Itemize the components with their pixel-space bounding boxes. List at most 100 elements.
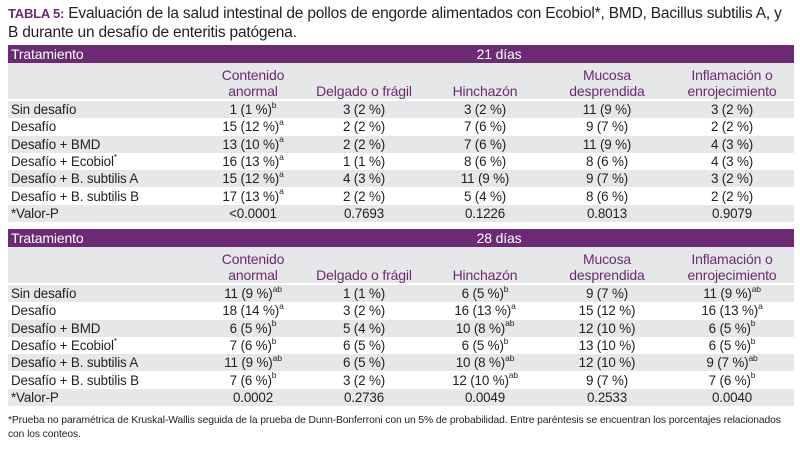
- table-cell: 15 (12 %)a: [204, 170, 302, 188]
- table-cell: 15 (12 %): [544, 302, 670, 320]
- table-cell: 5 (4 %): [302, 319, 426, 337]
- table-cell: 12 (10 %): [544, 354, 670, 372]
- table-row: *Valor-P 0.0002 0.2736 0.0049 0.2533 0.0040: [8, 388, 795, 407]
- caption-text: Evaluación de la salud intestinal de pol…: [8, 5, 782, 41]
- row-label: Desafío: [8, 118, 204, 136]
- table-cell: 10 (8 %)ab: [426, 319, 544, 337]
- table-cell: 6 (5 %)b: [670, 336, 795, 355]
- table-cell: 8 (6 %): [426, 152, 544, 171]
- table-cell: 0.0002: [204, 388, 302, 407]
- table-cell: 16 (13 %)a: [204, 152, 302, 171]
- column-header: Delgado o frágil: [302, 63, 426, 101]
- section-header-row: Tratamiento 21 días: [8, 45, 795, 63]
- table-cell: 4 (3 %): [670, 152, 795, 171]
- table-cell: 13 (10 %): [544, 336, 670, 355]
- table-cell: 6 (5 %): [302, 354, 426, 372]
- table-row: Desafío + B. subtilis B 17 (13 %)a 2 (2 %)…: [8, 187, 795, 205]
- table-cell: 3 (2 %): [670, 170, 795, 188]
- table-cell: 7 (6 %): [426, 135, 544, 153]
- table-cell: 9 (7 %): [544, 118, 670, 136]
- table-row: Desafío + Ecobiol* 7 (6 %)b 6 (5 %) 6 (5 %)…: [8, 336, 795, 355]
- table-cell: 13 (10 %)a: [204, 135, 302, 153]
- table-cell: 0.0040: [670, 388, 795, 407]
- table-cell: 15 (12 %)a: [204, 118, 302, 136]
- row-label: Desafío + B. subtilis A: [8, 170, 204, 188]
- table-cell: 3 (2 %): [302, 371, 426, 389]
- table-cell: 6 (5 %)b: [204, 319, 302, 337]
- table-cell: 3 (2 %): [302, 100, 426, 119]
- column-header: Contenido anormal: [204, 247, 302, 285]
- table-cell: 16 (13 %)a: [426, 302, 544, 320]
- table-cell: 12 (10 %): [544, 319, 670, 337]
- column-header-row: Contenido anormal Delgado o frágil Hinch…: [8, 63, 795, 101]
- row-label: Sin desafío: [8, 284, 204, 303]
- table-cell: 3 (2 %): [670, 100, 795, 119]
- period-label: 21 días: [204, 45, 795, 63]
- table-row: Desafío + BMD 13 (10 %)a 2 (2 %) 7 (6 %) 11 …: [8, 135, 795, 153]
- table-cell: 0.0049: [426, 388, 544, 407]
- table-cell: 4 (3 %): [670, 135, 795, 153]
- table-cell: 1 (1 %): [302, 284, 426, 303]
- section-header-row: Tratamiento 28 días: [8, 229, 795, 247]
- table-cell: 5 (4 %): [426, 187, 544, 205]
- table-cell: 10 (8 %)ab: [426, 354, 544, 372]
- table-cell: 16 (13 %)a: [670, 302, 795, 320]
- table-cell: 9 (7 %): [544, 284, 670, 303]
- table-cell: 3 (2 %): [426, 100, 544, 119]
- column-header: Hinchazón: [426, 63, 544, 101]
- caption-label: TABLA 5:: [8, 6, 65, 21]
- table-cell: 4 (3 %): [302, 170, 426, 188]
- table-21-days: Tratamiento 21 días Contenido anormal De…: [8, 45, 795, 223]
- table-cell: 8 (6 %): [544, 152, 670, 171]
- table-cell: 9 (7 %)ab: [670, 354, 795, 372]
- table-cell: 0.2736: [302, 388, 426, 407]
- table-cell: 2 (2 %): [670, 187, 795, 205]
- table-cell: 18 (14 %)a: [204, 302, 302, 320]
- table-cell: 11 (9 %): [544, 100, 670, 119]
- table-cell: 3 (2 %): [302, 302, 426, 320]
- row-label: Desafío: [8, 302, 204, 320]
- table-cell: 9 (7 %): [544, 170, 670, 188]
- table-cell: 11 (9 %): [426, 170, 544, 188]
- column-header: Inflamación o enrojecimiento: [670, 63, 795, 101]
- row-label: Desafío + B. subtilis B: [8, 371, 204, 389]
- table-cell: 6 (5 %)b: [426, 336, 544, 355]
- table-cell: 7 (6 %)b: [204, 336, 302, 355]
- table-cell: 0.1226: [426, 204, 544, 223]
- column-header: Mucosa desprendida: [544, 247, 670, 285]
- table-cell: 17 (13 %)a: [204, 187, 302, 205]
- treatment-header: Tratamiento: [8, 229, 204, 247]
- table-cell: 0.7693: [302, 204, 426, 223]
- table-cell: 2 (2 %): [670, 118, 795, 136]
- table-cell: 0.2533: [544, 388, 670, 407]
- row-label: Desafío + B. subtilis B: [8, 187, 204, 205]
- table-body: Sin desafío 1 (1 %)b 3 (2 %) 3 (2 %) 11 (9 %…: [8, 100, 795, 223]
- table-cell: 7 (6 %): [426, 118, 544, 136]
- table-cell: 7 (6 %)b: [204, 371, 302, 389]
- row-label: Desafío + BMD: [8, 319, 204, 337]
- table-row: Desafío + B. subtilis A 11 (9 %)ab 6 (5 %)…: [8, 354, 795, 372]
- table-cell: 8 (6 %): [544, 187, 670, 205]
- table-row: Desafío + B. subtilis A 15 (12 %)a 4 (3 %)…: [8, 170, 795, 188]
- table-cell: 0.9079: [670, 204, 795, 223]
- table-cell: 6 (5 %)b: [670, 319, 795, 337]
- table-cell: 12 (10 %)ab: [426, 371, 544, 389]
- period-label: 28 días: [204, 229, 795, 247]
- table-cell: 11 (9 %): [544, 135, 670, 153]
- table-cell: 6 (5 %): [302, 336, 426, 355]
- row-label: Desafío + Ecobiol*: [8, 336, 204, 355]
- column-header: Inflamación o enrojecimiento: [670, 247, 795, 285]
- column-header: Delgado o frágil: [302, 247, 426, 285]
- row-label: Sin desafío: [8, 100, 204, 119]
- table-cell: 11 (9 %)ab: [204, 354, 302, 372]
- footnote: *Prueba no paramétrica de Kruskal-Wallis…: [8, 415, 781, 440]
- table-cell: 9 (7 %): [544, 371, 670, 389]
- table-cell: 0.8013: [544, 204, 670, 223]
- table-cell: 6 (5 %)b: [426, 284, 544, 303]
- table-cell: 2 (2 %): [302, 187, 426, 205]
- treatment-header: Tratamiento: [8, 45, 204, 63]
- table-cell: 2 (2 %): [302, 135, 426, 153]
- column-header: Hinchazón: [426, 247, 544, 285]
- table-cell: 11 (9 %)ab: [670, 284, 795, 303]
